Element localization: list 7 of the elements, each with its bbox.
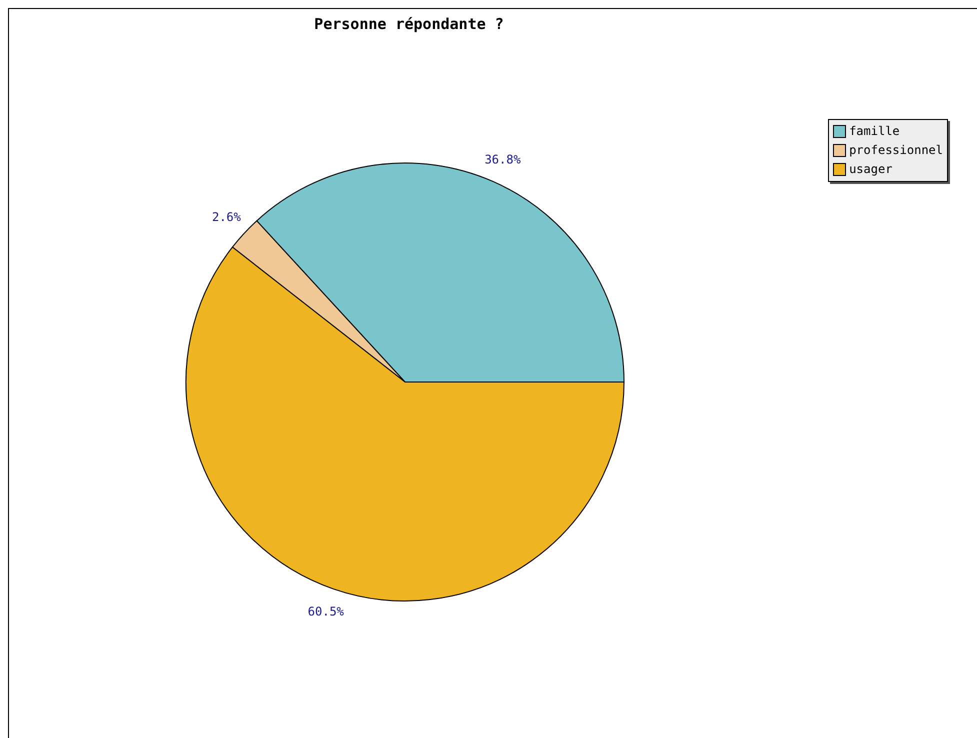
data-label: 60.5%: [308, 604, 345, 619]
legend-label: famille: [849, 123, 900, 140]
data-label: 36.8%: [484, 152, 522, 166]
legend-label: usager: [849, 161, 892, 178]
legend-label: professionnel: [849, 142, 943, 159]
chart-title: Personne répondante ?: [313, 15, 505, 33]
data-label: 2.6%: [212, 210, 242, 224]
